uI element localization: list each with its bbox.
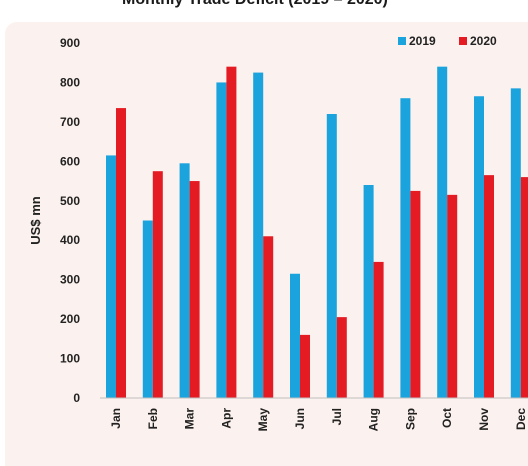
bar-2019-feb: [142, 220, 153, 398]
bar-2020-jul: [336, 317, 347, 398]
bar-2020-apr: [226, 66, 237, 399]
bar-2020-mar: [189, 181, 200, 398]
bar-2019-nov: [474, 96, 484, 398]
x-tick-label: Jan: [109, 408, 123, 429]
bar-2020-aug: [373, 261, 384, 398]
x-tick-label: Oct: [440, 408, 454, 428]
bars: [106, 66, 528, 399]
y-tick-label: 100: [60, 352, 80, 366]
legend-label-2020: 2020: [470, 34, 497, 48]
bar-2020-dec: [520, 177, 528, 398]
x-tick-label: Apr: [219, 408, 233, 429]
bar-2019-dec: [510, 88, 521, 398]
legend-swatch-2019: [398, 37, 406, 45]
bar-2019-apr: [216, 82, 227, 398]
y-tick-label: 700: [60, 115, 80, 129]
bar-2019-aug: [363, 185, 374, 398]
x-tick-label: Jul: [330, 408, 344, 425]
bar-2019-mar: [179, 163, 190, 398]
legend: 2019 2020: [398, 34, 497, 48]
x-tick-label: Aug: [367, 408, 381, 431]
x-tick-label: Jun: [293, 408, 307, 429]
bar-2020-jan: [116, 108, 126, 398]
bar-2020-nov: [484, 175, 494, 398]
legend-label-2019: 2019: [409, 34, 436, 48]
bar-2019-sep: [400, 98, 411, 398]
x-tick-label: Sep: [403, 408, 417, 430]
y-tick-label: 900: [60, 36, 80, 50]
y-tick-label: 0: [73, 391, 80, 405]
bar-2019-jun: [290, 273, 300, 398]
x-axis-ticks: Jan Feb Mar Apr May Jun Jul Aug Sep Oct Nov Dec: [109, 408, 528, 432]
y-tick-label: 200: [60, 312, 80, 326]
y-tick-label: 400: [60, 233, 80, 247]
x-tick-label: Dec: [514, 408, 528, 430]
bar-2019-jan: [106, 155, 116, 398]
bar-2020-jun: [300, 334, 310, 398]
legend-swatch-2020: [459, 37, 467, 45]
bar-2019-may: [253, 72, 264, 398]
x-tick-label: May: [256, 408, 270, 432]
y-tick-label: 800: [60, 75, 80, 89]
bar-2020-may: [263, 236, 274, 398]
x-tick-label: Mar: [183, 408, 197, 430]
bar-2020-oct: [447, 194, 458, 398]
x-tick-label: Feb: [146, 408, 160, 429]
x-tick-label: Nov: [477, 408, 491, 431]
bar-2020-feb: [152, 171, 163, 398]
bar-2019-jul: [326, 114, 337, 398]
bar-2020-sep: [410, 190, 421, 398]
y-axis-ticks: 0 100 200 300 400 500 600 700 800 900: [60, 36, 80, 405]
bar-2019-oct: [437, 66, 448, 399]
y-tick-label: 300: [60, 273, 80, 287]
y-axis-title: US$ mn: [28, 196, 43, 244]
chart-title: Monthly Trade Deficit (2019 – 2020): [122, 0, 388, 9]
y-tick-label: 500: [60, 194, 80, 208]
y-tick-label: 600: [60, 154, 80, 168]
